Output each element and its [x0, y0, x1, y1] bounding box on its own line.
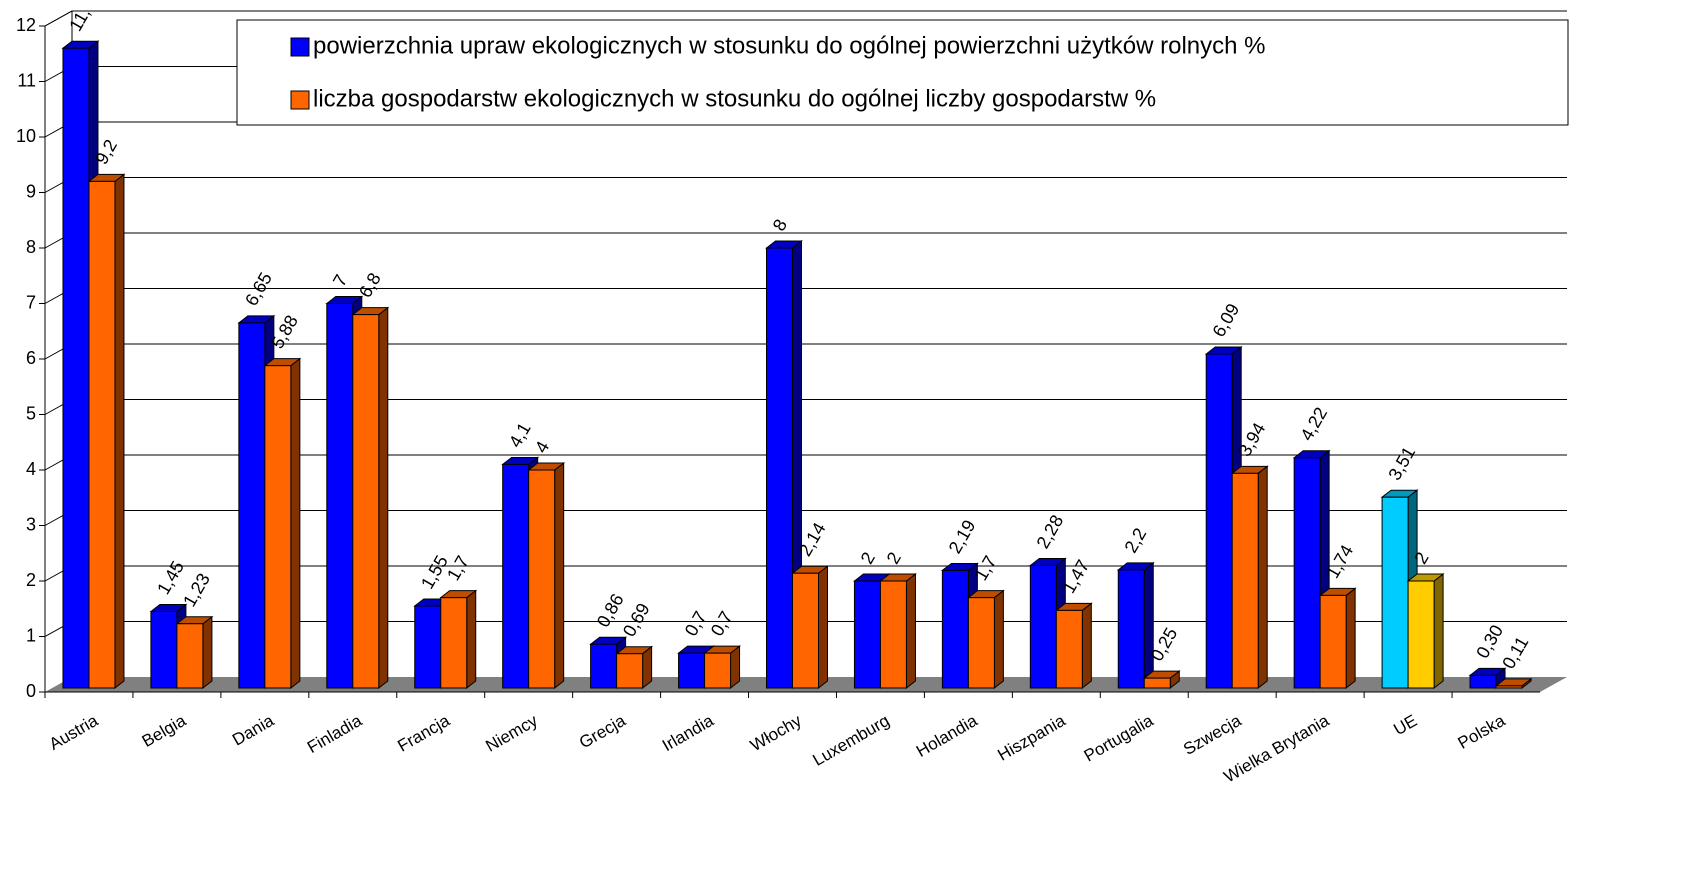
- legend-swatch: [290, 90, 310, 110]
- y-tick-label: 3: [26, 514, 36, 534]
- bar: [352, 314, 380, 689]
- bar: [1029, 564, 1057, 689]
- y-tick-label: 0: [26, 681, 36, 701]
- y-tick-label: 12: [16, 15, 36, 35]
- bar-side: [1257, 465, 1268, 690]
- legend-swatch: [290, 37, 310, 57]
- bar: [1231, 472, 1259, 689]
- y-tick-label: 9: [26, 181, 36, 201]
- legend-box: [236, 19, 1569, 126]
- bar-side: [466, 589, 477, 690]
- bar: [967, 597, 995, 689]
- bar: [1117, 569, 1145, 689]
- bar-side: [993, 589, 1004, 690]
- bar: [1143, 677, 1171, 689]
- bar: [853, 580, 881, 689]
- y-tick-label: 6: [26, 348, 36, 368]
- bar-side: [1433, 572, 1444, 690]
- bar: [440, 597, 468, 689]
- y-tick-label: 8: [26, 237, 36, 257]
- bar-side: [905, 572, 916, 690]
- bar: [150, 611, 178, 689]
- bar: [414, 605, 442, 689]
- bar-side: [1345, 587, 1356, 690]
- bar-side: [1143, 561, 1154, 690]
- bar-side: [1081, 602, 1092, 690]
- bar: [528, 469, 556, 689]
- bar: [1469, 674, 1497, 689]
- legend-label: liczba gospodarstw ekologicznych w stosu…: [313, 85, 1156, 112]
- bar: [704, 652, 732, 689]
- bar-side: [202, 615, 213, 690]
- bar: [62, 47, 90, 689]
- bar-side: [818, 565, 828, 690]
- bar: [590, 643, 618, 689]
- y-tick-label: 2: [26, 570, 36, 590]
- bar-side: [378, 306, 389, 690]
- bar: [766, 247, 793, 689]
- y-tick-label: 11: [17, 70, 36, 90]
- bar: [176, 623, 204, 689]
- bar: [1407, 580, 1435, 689]
- y-tick-label: 4: [26, 459, 36, 479]
- y-tick-label: 1: [26, 625, 36, 645]
- y-tick-label: 7: [26, 292, 36, 312]
- bar: [1495, 685, 1523, 689]
- bar: [238, 322, 266, 689]
- bar: [326, 303, 354, 689]
- wall-top: [44, 10, 73, 27]
- bar: [792, 572, 819, 689]
- bar-side: [554, 461, 565, 690]
- bar: [88, 180, 116, 689]
- bar: [879, 580, 907, 689]
- bar: [264, 365, 292, 689]
- bar: [1319, 594, 1347, 689]
- bar: [1055, 609, 1083, 689]
- bar-side: [290, 357, 301, 690]
- bar-side: [114, 173, 125, 690]
- bar: [502, 463, 530, 689]
- bar: [616, 653, 644, 689]
- bar: [1205, 353, 1233, 689]
- bar: [1293, 457, 1321, 689]
- y-tick-label: 10: [16, 126, 36, 146]
- bar: [1381, 496, 1409, 689]
- legend-label: powierzchnia upraw ekologicznych w stosu…: [313, 32, 1266, 59]
- bar: [941, 569, 969, 689]
- bar: [678, 652, 706, 689]
- y-tick-label: 5: [26, 403, 36, 423]
